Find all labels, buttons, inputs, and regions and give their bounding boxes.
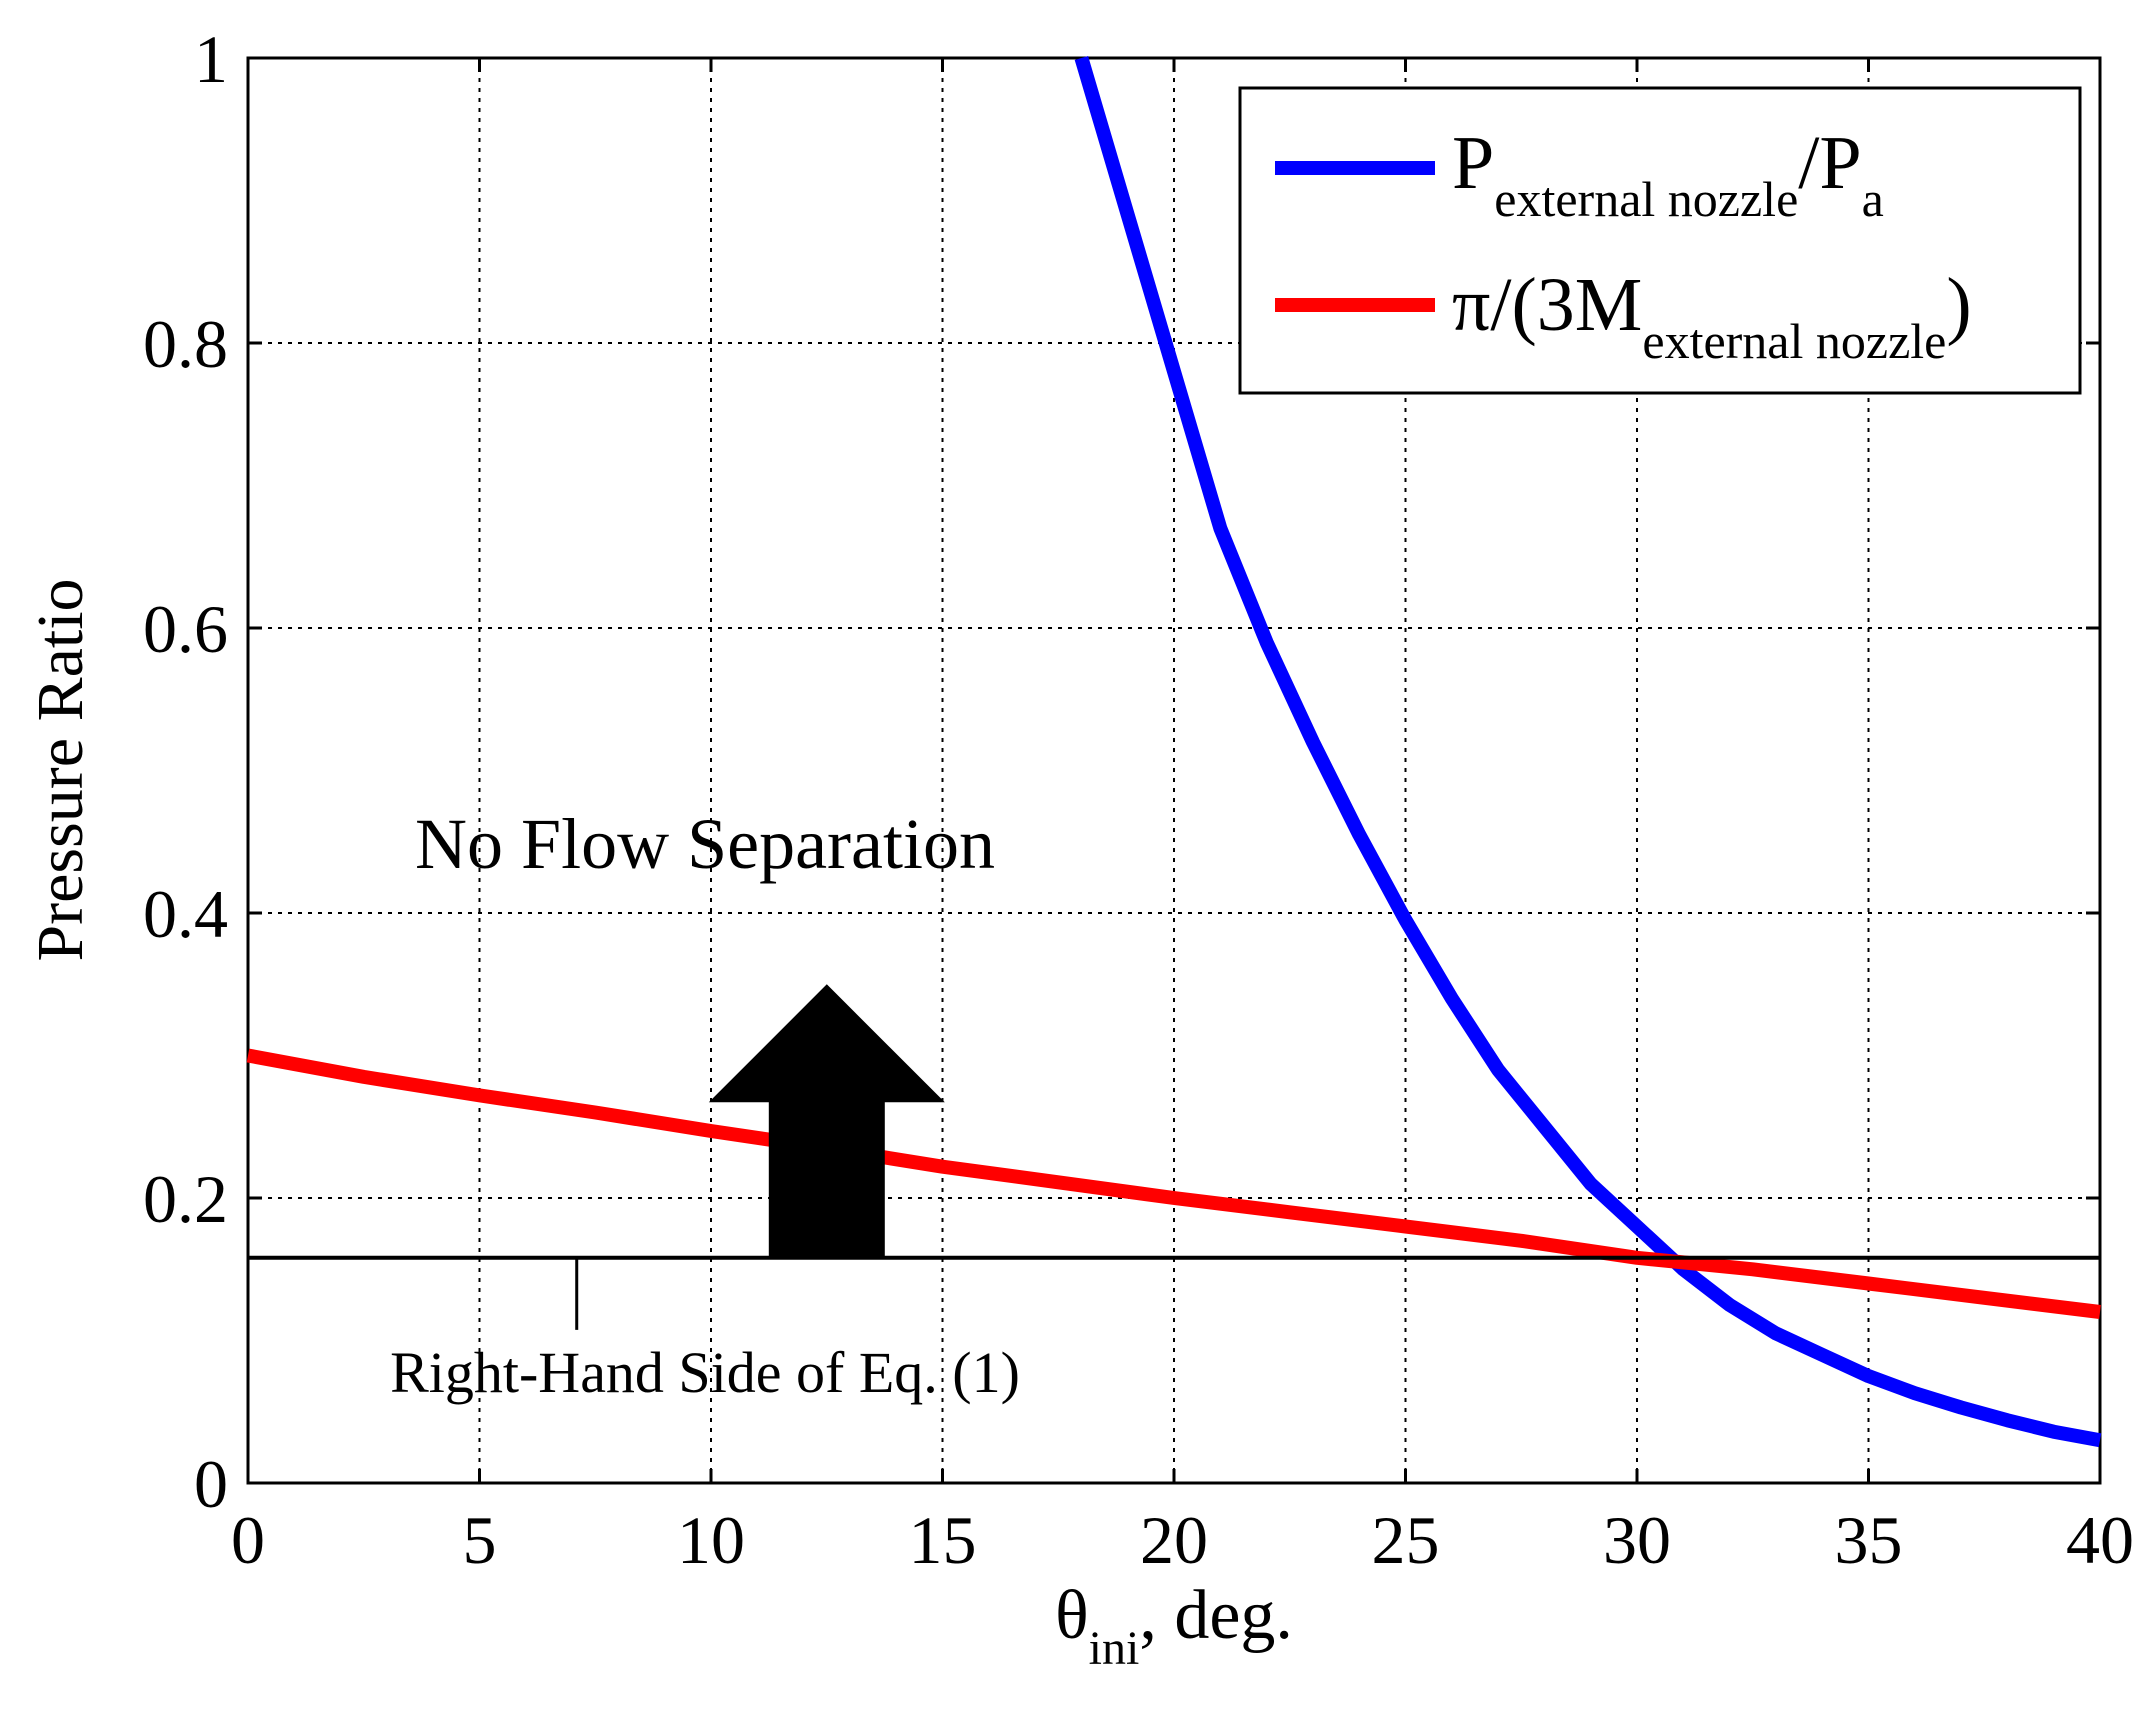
x-tick-label: 40 [2066,1502,2134,1578]
y-tick-label: 0.6 [143,591,228,667]
legend-0-mid: /P [1798,121,1861,205]
legend-label-pi-ratio: π/(3Mexternal nozzle) [1452,263,1972,369]
legend: Pexternal nozzle/Pa π/(3Mexternal nozzle… [1238,86,2082,395]
series-layer [246,56,2102,1448]
legend-0-main: P [1452,121,1494,205]
flow-direction-arrow [708,984,945,1258]
series-pi-ratio-line [246,1048,2101,1319]
x-tick-label: 5 [463,1502,497,1578]
y-axis-tick-labels: 0 0.2 0.4 0.6 0.8 1 [143,21,228,1522]
legend-1-main: π/(3M [1452,263,1642,347]
x-axis-label-sub: ini [1089,1622,1140,1675]
legend-1-end: ) [1946,263,1971,347]
legend-1-sub: external nozzle [1642,313,1946,369]
y-tick-label: 0.4 [143,876,228,952]
x-axis-label-suffix: , deg. [1139,1577,1293,1654]
x-tick-label: 20 [1140,1502,1208,1578]
no-flow-separation-label: No Flow Separation [415,804,995,884]
y-tick-label: 0.2 [143,1161,228,1237]
x-axis-label-theta: θ [1055,1577,1089,1654]
annotations: No Flow Separation Right-Hand Side of Eq… [390,804,1020,1405]
axis-ticks [246,56,2102,1485]
x-axis-tick-labels: 0 5 10 15 20 25 30 35 40 [231,1502,2134,1578]
y-axis-label: Pressure Ratio [24,578,97,961]
series-pressure-ratio-line [1074,56,2102,1448]
legend-label-pressure-ratio: Pexternal nozzle/Pa [1452,121,1884,227]
x-tick-label: 30 [1603,1502,1671,1578]
x-tick-label: 10 [677,1502,745,1578]
x-tick-label: 15 [909,1502,977,1578]
y-tick-label: 0 [194,1446,228,1522]
x-tick-label: 25 [1372,1502,1440,1578]
y-tick-label: 0.8 [143,306,228,382]
legend-0-sub: external nozzle [1494,171,1798,227]
legend-0-sub2: a [1862,171,1884,227]
legend-box [1238,86,2082,395]
y-tick-label: 1 [194,21,228,97]
x-tick-label: 35 [1835,1502,1903,1578]
x-tick-label: 0 [231,1502,265,1578]
rhs-equation-label: Right-Hand Side of Eq. (1) [390,1340,1020,1405]
x-axis-label: θini, deg. [1055,1577,1293,1675]
